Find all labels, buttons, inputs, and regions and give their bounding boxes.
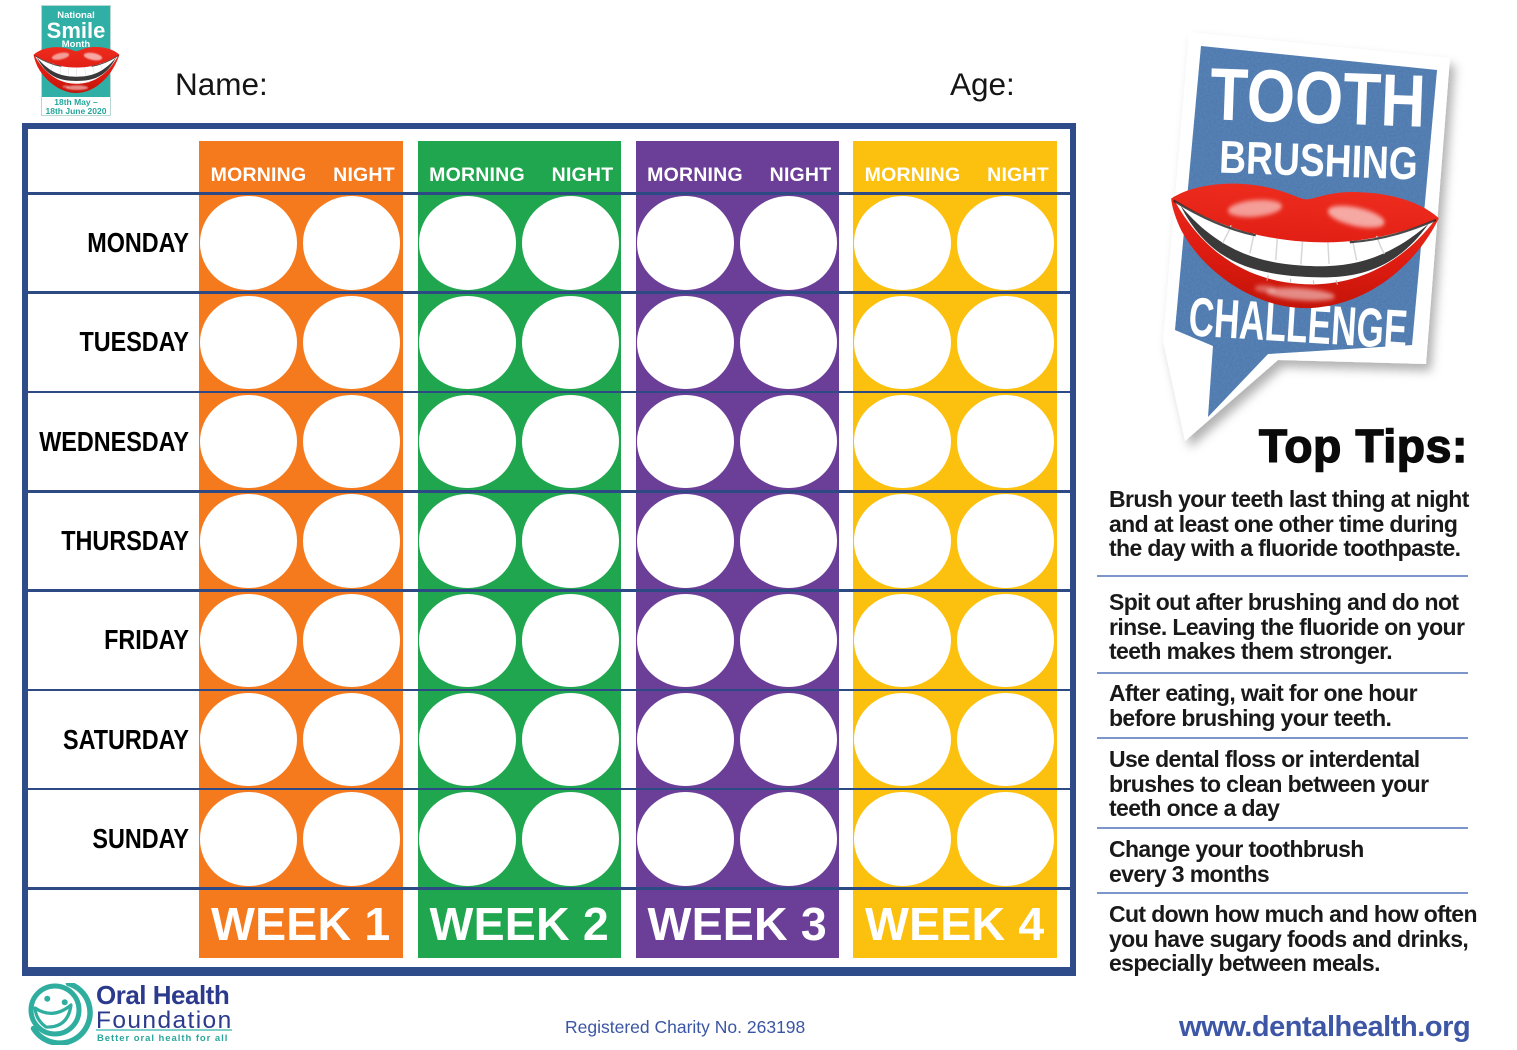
svg-text:BRUSHING: BRUSHING (1218, 131, 1418, 190)
svg-text:TOOTH: TOOTH (1209, 53, 1427, 143)
